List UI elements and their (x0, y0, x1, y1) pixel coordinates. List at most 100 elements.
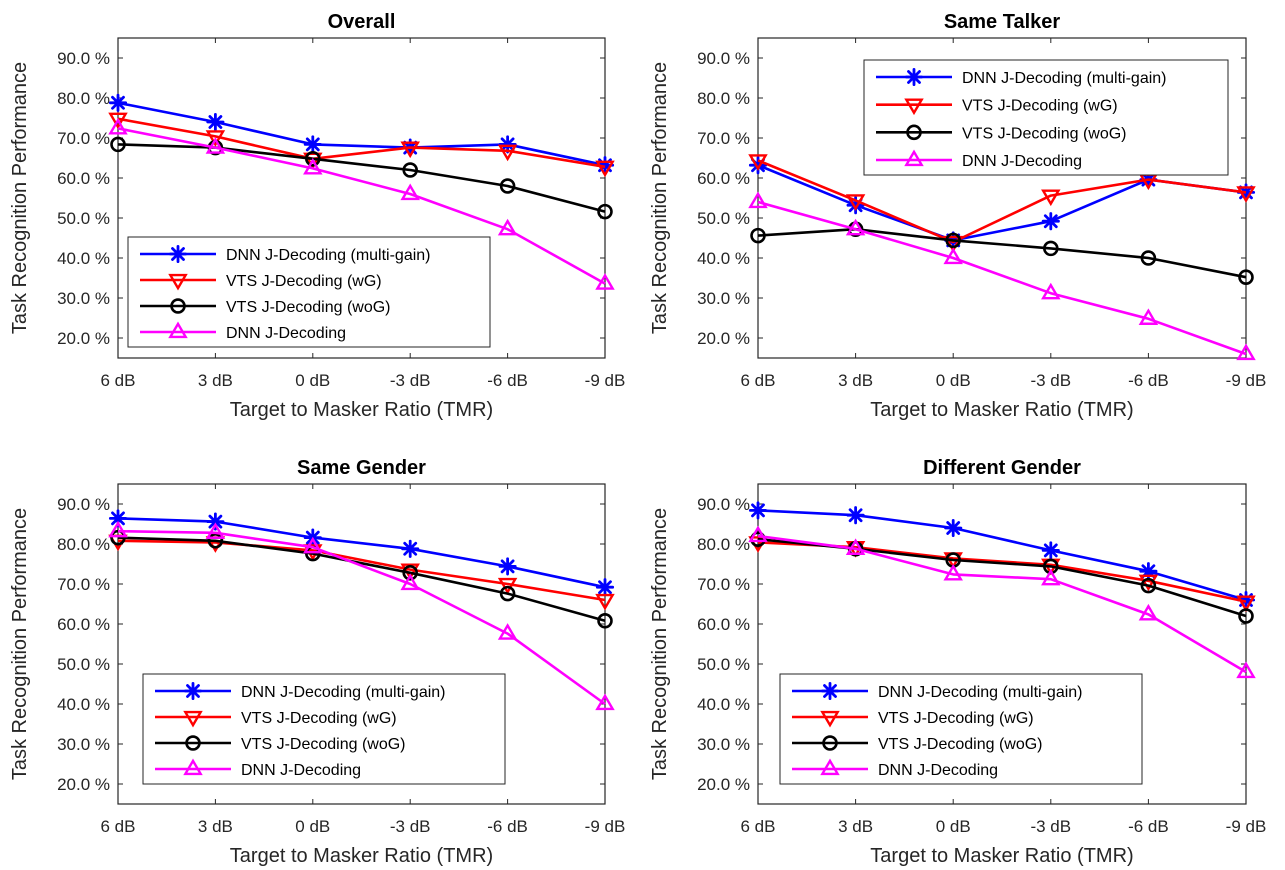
x-tick-label: -3 dB (1030, 817, 1071, 836)
data-point (748, 525, 768, 543)
data-point-shape (845, 194, 866, 211)
y-tick-label: 80.0 % (697, 535, 750, 554)
series-line (117, 536, 606, 623)
data-point (108, 117, 128, 135)
data-point (110, 136, 126, 153)
legend-marker (820, 710, 840, 728)
y-tick-label: 60.0 % (57, 169, 110, 188)
y-axis-label: Task Recognition Performance (9, 62, 31, 334)
data-point (497, 218, 518, 236)
y-tick-label: 90.0 % (57, 495, 110, 514)
series-line (757, 509, 1247, 602)
data-point-shape (597, 203, 613, 220)
chart-panel-1: Overall 20.0 % 30.0 % 40.0 % 50.0 % 60.0 % 70.… (9, 11, 625, 421)
legend-item-3: VTS J-Decoding (woG) (876, 124, 1127, 142)
legend-label: VTS J-Decoding (wG) (241, 710, 397, 727)
x-tick-label: -3 dB (390, 371, 431, 390)
legend-label: DNN J-Decoding (multi-gain) (226, 247, 431, 264)
x-tick-label: 0 dB (936, 371, 971, 390)
data-point (108, 509, 128, 528)
legend-item-2: VTS J-Decoding (wG) (140, 273, 382, 291)
x-axis-label: Target to Masker Ratio (TMR) (870, 845, 1133, 867)
legend-label: VTS J-Decoding (woG) (878, 736, 1043, 753)
y-tick-label: 50.0 % (697, 209, 750, 228)
legend-item-1: DNN J-Decoding (multi-gain) (140, 244, 431, 264)
legend-marker-shape (183, 681, 203, 701)
legend-label: DNN J-Decoding (226, 325, 346, 342)
legend-label: DNN J-Decoding (241, 762, 361, 779)
data-point-shape (205, 522, 226, 539)
data-point-shape (1138, 574, 1159, 592)
data-point (1138, 603, 1159, 621)
series-3 (110, 136, 613, 220)
legend-marker-shape (168, 321, 188, 339)
y-tick-label: 60.0 % (697, 169, 750, 188)
series-1 (108, 509, 615, 597)
data-point (205, 522, 226, 539)
data-point-shape (1140, 577, 1157, 594)
data-point (595, 693, 615, 711)
data-point (497, 623, 518, 640)
data-point (1236, 661, 1256, 679)
y-tick-label: 80.0 % (57, 535, 110, 554)
x-axis-label: Target to Masker Ratio (TMR) (870, 399, 1133, 421)
y-tick-label: 60.0 % (697, 615, 750, 634)
series-2 (108, 112, 615, 178)
data-point-shape (748, 154, 768, 171)
data-point (497, 144, 518, 162)
x-tick-label: 3 dB (198, 371, 233, 390)
legend-item-4: DNN J-Decoding (876, 149, 1082, 170)
chart-panel-2: Same Talker 20.0 % 30.0 % 40.0 % 50.0 % 60.0 … (649, 11, 1266, 421)
data-point-shape (845, 218, 866, 236)
legend-box (142, 673, 506, 785)
series-3 (110, 529, 613, 629)
legend-marker-shape (170, 298, 186, 314)
y-tick-label: 50.0 % (697, 655, 750, 674)
data-point-shape (110, 529, 126, 546)
data-point (595, 593, 615, 611)
legend-marker (185, 735, 201, 751)
data-point-shape (205, 130, 226, 147)
series-line (757, 200, 1247, 356)
data-point-shape (944, 518, 963, 538)
data-point-shape (943, 563, 963, 581)
data-point-shape (943, 247, 963, 265)
x-tick-label: 6 dB (101, 371, 136, 390)
data-point-shape (1236, 590, 1256, 610)
data-point (303, 157, 323, 175)
data-point-shape (595, 160, 615, 178)
legend: DNN J-Decoding (multi-gain) VTS J-Decodin… (127, 236, 491, 348)
data-point (845, 194, 866, 211)
x-tick-label: 6 dB (101, 817, 136, 836)
legend-marker-shape (168, 273, 188, 291)
y-tick-label: 70.0 % (697, 129, 750, 148)
data-point-shape (846, 196, 865, 215)
y-tick-label: 30.0 % (697, 289, 750, 308)
data-point-shape (303, 536, 323, 554)
legend-item-4: DNN J-Decoding (140, 321, 346, 342)
data-point-shape (595, 693, 615, 711)
legend-item-1: DNN J-Decoding (multi-gain) (155, 681, 446, 701)
y-axis-label: Task Recognition Performance (649, 508, 671, 780)
legend-item-1: DNN J-Decoding (multi-gain) (876, 67, 1167, 87)
series-1 (108, 93, 615, 175)
data-point (1238, 608, 1254, 624)
y-tick-label: 20.0 % (697, 329, 750, 348)
data-point-shape (1236, 343, 1256, 361)
data-point (750, 227, 766, 244)
data-point-shape (1041, 212, 1060, 231)
legend-marker-shape (183, 710, 203, 728)
data-point (1138, 574, 1159, 592)
data-point-shape (748, 501, 768, 520)
data-point-shape (110, 136, 126, 153)
data-point (400, 573, 420, 591)
legend-marker (168, 244, 188, 264)
legend: DNN J-Decoding (multi-gain) VTS J-Decodin… (779, 673, 1143, 785)
data-point (597, 203, 613, 220)
data-point (303, 135, 322, 154)
data-point-shape (845, 538, 866, 555)
legend-label: DNN J-Decoding (multi-gain) (878, 684, 1083, 701)
legend-item-4: DNN J-Decoding (792, 758, 998, 779)
series-4 (108, 520, 615, 711)
data-point (1236, 186, 1256, 203)
